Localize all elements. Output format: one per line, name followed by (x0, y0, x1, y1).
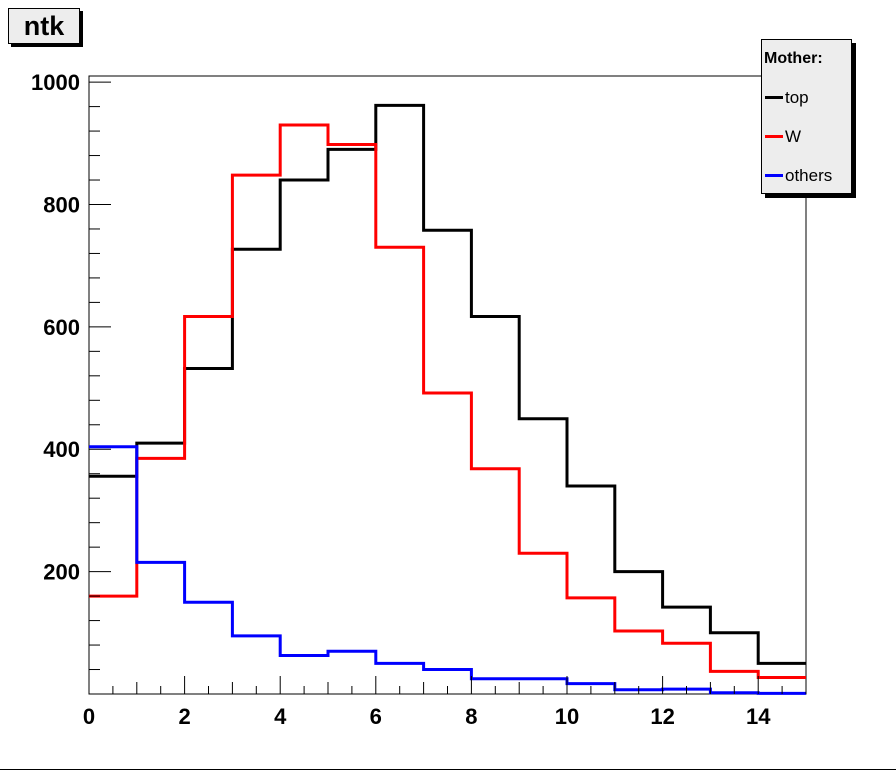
y-tick-label: 400 (43, 437, 80, 462)
legend-entry-top: top (764, 87, 850, 107)
x-tick-label: 8 (465, 704, 477, 729)
legend-label-top: top (785, 88, 809, 107)
x-tick-label: 2 (178, 704, 190, 729)
x-tick-label: 12 (650, 704, 674, 729)
legend-title: Mother: (764, 50, 823, 67)
legend-label-others: others (785, 166, 833, 185)
chart-title: ntk (8, 8, 80, 44)
series-line-others (89, 445, 806, 695)
x-tick-label: 10 (555, 704, 579, 729)
x-tick-label: 6 (370, 704, 382, 729)
y-tick-label: 1000 (31, 70, 80, 95)
series-line-w (89, 123, 806, 679)
legend-swatch-others (765, 174, 783, 177)
x-tick-label: 4 (274, 704, 287, 729)
series-layer (89, 103, 806, 695)
axis-layer: 0 2 4 6 8 10 12 14 200 400 600 800 1000 (31, 70, 807, 729)
y-tick-label: 200 (43, 560, 80, 585)
x-tick-label: 0 (83, 704, 95, 729)
legend-label-w: W (785, 127, 802, 146)
x-tick-label: 14 (746, 704, 771, 729)
legend-entry-w: W (764, 126, 850, 146)
series-line-top (89, 103, 806, 665)
bottom-divider (0, 769, 896, 770)
legend-swatch-top (765, 96, 783, 99)
legend-entry-others: others (764, 165, 850, 185)
legend-swatch-w (765, 135, 783, 138)
y-tick-label: 600 (43, 315, 80, 340)
y-tick-label: 800 (43, 192, 80, 217)
legend: Mother: top W others (761, 39, 852, 194)
